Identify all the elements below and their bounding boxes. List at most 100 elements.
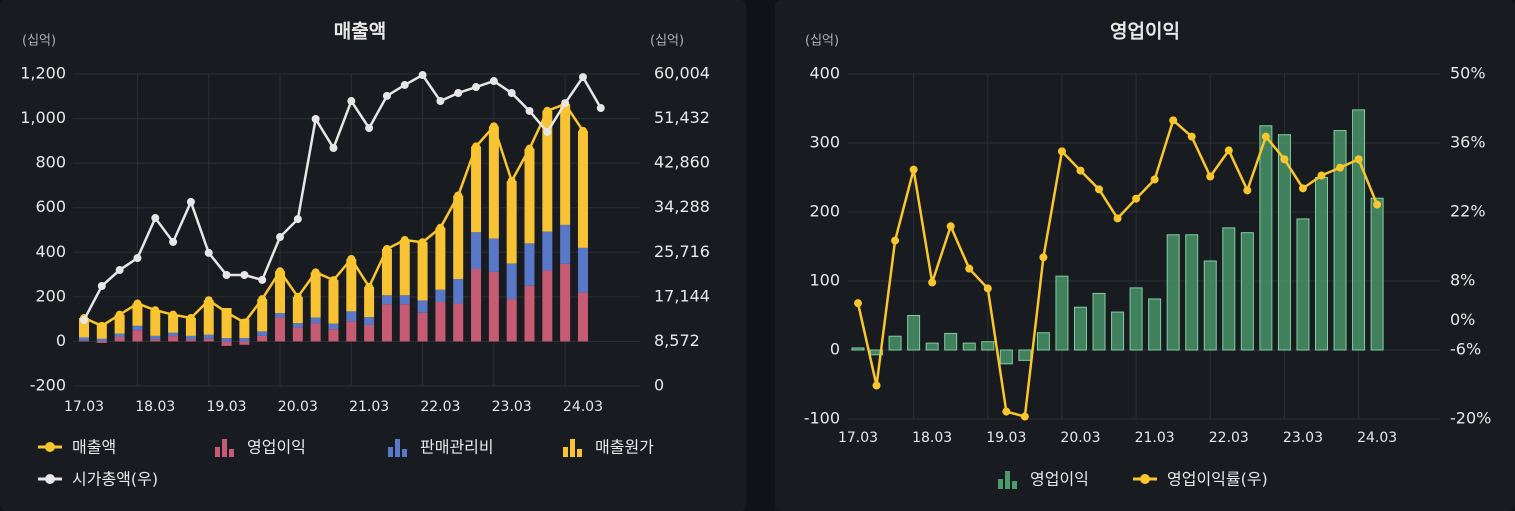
point	[1373, 200, 1382, 209]
legend-swatch	[395, 439, 400, 457]
point	[1095, 185, 1104, 194]
point	[365, 124, 374, 133]
y-tick-label: 1,200	[20, 64, 66, 83]
point	[258, 275, 267, 284]
point	[472, 142, 481, 151]
legend-item: 매출원가	[563, 438, 654, 457]
legend-swatch	[570, 439, 575, 457]
legend-swatch	[222, 439, 227, 457]
bar	[577, 292, 588, 342]
bar	[560, 263, 571, 342]
y-tick-label: 200	[35, 286, 66, 305]
bar	[1203, 260, 1217, 351]
point	[186, 314, 195, 323]
point	[1298, 184, 1307, 193]
legend-item: 영업이익률(우)	[1133, 470, 1268, 489]
bar	[1240, 232, 1254, 351]
point	[115, 266, 124, 275]
point	[293, 215, 302, 224]
point	[311, 268, 320, 277]
point	[1354, 155, 1363, 164]
point	[151, 214, 160, 223]
bar	[453, 195, 464, 280]
bar	[1277, 134, 1291, 351]
bar	[1352, 109, 1366, 351]
panel	[775, 0, 1515, 511]
y2-tick-label: -6%	[1450, 340, 1481, 359]
bar	[328, 329, 339, 342]
x-tick-label: 17.03	[838, 430, 878, 446]
point	[329, 144, 338, 153]
bar	[203, 300, 214, 335]
bar	[96, 338, 107, 342]
bar	[435, 301, 446, 342]
panel	[0, 0, 746, 511]
y2-tick-label: 22%	[1450, 202, 1486, 221]
bar	[364, 324, 375, 342]
point	[525, 144, 534, 153]
point	[97, 321, 106, 330]
bar	[542, 270, 553, 342]
legend-label: 판매관리비	[420, 438, 494, 457]
point	[204, 248, 213, 257]
point	[258, 295, 267, 304]
y-tick-label: 200	[809, 202, 840, 221]
bar	[542, 231, 553, 271]
point	[347, 254, 356, 263]
bar	[203, 338, 214, 342]
point	[1280, 155, 1289, 164]
bar	[488, 271, 499, 342]
bar	[150, 335, 161, 340]
bar	[506, 299, 517, 342]
x-tick-label: 21.03	[349, 399, 389, 415]
point	[1317, 171, 1326, 180]
legend-label: 매출원가	[595, 438, 654, 457]
point	[578, 73, 587, 82]
bar	[185, 335, 196, 340]
bar	[185, 339, 196, 342]
y2-tick-label: 36%	[1450, 133, 1486, 152]
y2-tick-label: 0	[654, 376, 664, 395]
bar	[417, 242, 428, 301]
bar	[275, 271, 286, 314]
bar	[435, 227, 446, 290]
point	[578, 126, 587, 135]
bar	[1129, 287, 1143, 351]
bar	[150, 310, 161, 336]
bar	[1111, 311, 1125, 351]
point	[1020, 412, 1029, 421]
x-tick-label: 22.03	[1209, 430, 1249, 446]
point	[1187, 132, 1196, 141]
y2-tick-label: -20%	[1450, 409, 1491, 428]
bar	[506, 263, 517, 300]
bar	[560, 104, 571, 225]
bar	[381, 304, 392, 342]
point	[436, 97, 445, 106]
point	[1150, 175, 1159, 184]
point	[418, 238, 427, 247]
bar	[150, 339, 161, 342]
bar	[399, 240, 410, 296]
point	[204, 296, 213, 305]
y2-tick-label: 8,572	[654, 331, 700, 350]
point	[311, 114, 320, 123]
bar	[292, 296, 303, 324]
bar	[292, 327, 303, 342]
bar	[542, 110, 553, 232]
point	[1039, 253, 1048, 262]
point	[489, 122, 498, 131]
y2-tick-label: 50%	[1450, 64, 1486, 83]
point	[525, 106, 534, 115]
bar	[114, 336, 125, 342]
bar	[132, 325, 143, 331]
bar	[506, 180, 517, 264]
point	[489, 77, 498, 86]
x-tick-label: 18.03	[135, 399, 175, 415]
bar	[851, 347, 865, 351]
y-tick-label: 0	[56, 331, 66, 350]
bar	[417, 300, 428, 313]
point	[80, 315, 88, 324]
bar	[96, 324, 107, 339]
bar	[1333, 130, 1347, 351]
bar	[1166, 234, 1180, 351]
